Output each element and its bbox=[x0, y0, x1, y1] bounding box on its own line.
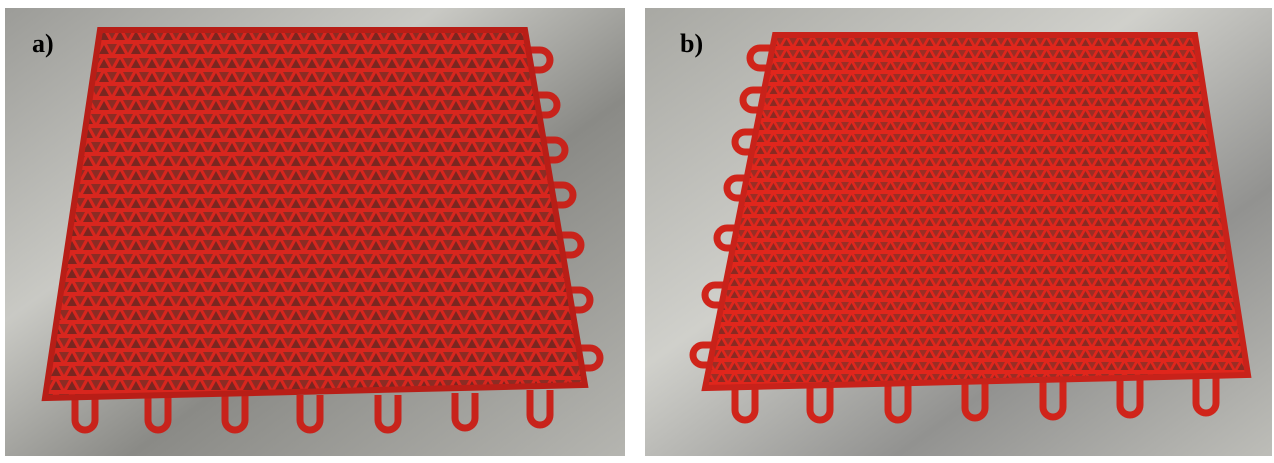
tile bbox=[45, 30, 585, 398]
tile bbox=[705, 35, 1248, 388]
panel-b: b) bbox=[645, 8, 1272, 456]
panel-label: b) bbox=[680, 29, 703, 58]
figure: a) b) bbox=[0, 0, 1274, 458]
panel-a: a) bbox=[5, 8, 625, 456]
panel-label: a) bbox=[32, 29, 54, 58]
